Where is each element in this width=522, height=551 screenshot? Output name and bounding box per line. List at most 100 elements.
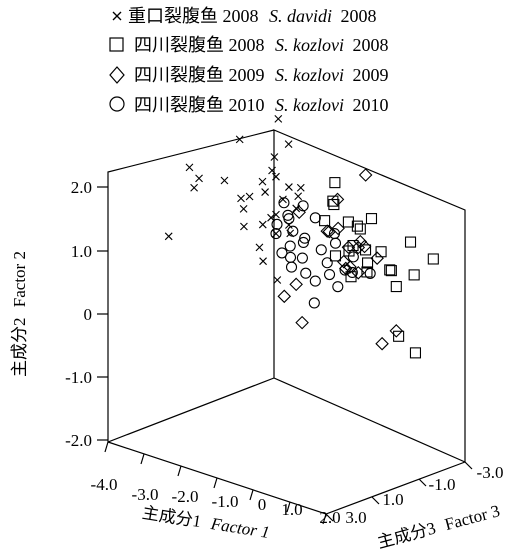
z-axis-title-en: Factor 3: [443, 501, 502, 534]
data-point-diamond-marker: [370, 251, 384, 265]
data-point-square-marker: [409, 347, 422, 359]
data-point-x-marker: [190, 183, 198, 192]
legend-entry-kozlovi-2010: 四川裂腹鱼 2010 S. kozlovi 2010: [109, 95, 389, 115]
data-point-diamond-marker: [277, 289, 292, 304]
data-point-circle-marker: [297, 200, 309, 212]
legend-entry-kozlovi-2009: 四川裂腹鱼 2009 S. kozlovi 2009: [109, 65, 389, 85]
data-point-diamond-marker: [295, 315, 309, 330]
data-point-square-marker: [359, 244, 372, 256]
data-point-circle-marker: [323, 268, 336, 281]
z-axis-title-cn: 主成分3: [375, 518, 437, 551]
x-tick-mark: [322, 513, 327, 525]
x-tick-label: -1.0: [212, 492, 239, 511]
legend-label-sci: S. kozlovi: [275, 65, 344, 85]
legend-label-cn: 重口裂腹鱼 2008: [128, 6, 259, 26]
data-point-circle-marker: [284, 240, 296, 252]
data-point-x-marker: [185, 163, 194, 172]
data-points: [164, 115, 439, 359]
data-point-circle-marker: [297, 236, 309, 249]
data-point-circle-marker: [276, 247, 288, 259]
x-axis: -4.0 -3.0 -2.0 -1.0 0 1.0 2.0 主成分1 Facto…: [91, 441, 341, 542]
data-point-x-marker: [279, 195, 287, 204]
legend-marker-square: [109, 37, 124, 52]
legend-label-sci: S. kozlovi: [275, 35, 344, 55]
data-point-square-marker: [408, 269, 420, 281]
z-tick-mark: [418, 478, 427, 487]
data-point-circle-marker: [308, 297, 320, 309]
y-tick-label: 1.0: [71, 242, 92, 261]
y-tick-label: 0: [84, 305, 93, 324]
x-tick-mark: [249, 489, 254, 501]
y-tick-label: -1.0: [65, 368, 92, 387]
data-point-circle-marker: [287, 225, 299, 237]
z-tick-label: -3.0: [477, 463, 504, 482]
svg-text:四川裂腹鱼 2010 S. kozlovi: 四川裂腹鱼 2010 S. kozlovi 2010: [134, 95, 389, 115]
data-point-square-marker: [393, 330, 405, 342]
data-point-square-marker: [404, 236, 417, 248]
data-point-square-marker: [384, 264, 396, 276]
z-tick-mark: [325, 513, 334, 522]
data-point-circle-marker: [296, 252, 308, 264]
data-point-circle-marker: [300, 267, 312, 279]
x-tick-mark: [286, 501, 291, 513]
data-point-x-marker: [255, 243, 264, 252]
z-tick-label: -1.0: [429, 475, 456, 494]
data-point-square-marker: [362, 257, 374, 269]
x-tick-mark: [177, 465, 182, 477]
data-point-square-marker: [427, 253, 439, 265]
data-point-diamond-marker: [375, 336, 389, 351]
data-point-circle-marker: [285, 261, 298, 273]
data-point-x-marker: [261, 188, 269, 196]
data-point-x-marker: [284, 140, 293, 148]
svg-text:四川裂腹鱼 2009 S. kozlovi: 四川裂腹鱼 2009 S. kozlovi 2009: [134, 65, 389, 85]
legend: 重口裂腹鱼 2008 S. davidi 2008 四川裂腹鱼 2008 S. …: [109, 6, 389, 115]
data-point-x-marker: [272, 229, 280, 238]
z-tick-mark: [464, 461, 473, 470]
data-point-diamond-marker: [336, 254, 351, 269]
data-point-x-marker: [164, 232, 173, 241]
data-point-x-marker: [268, 166, 276, 175]
data-point-x-marker: [272, 172, 280, 181]
legend-entry-davidi-2008: 重口裂腹鱼 2008 S. davidi 2008: [112, 6, 377, 26]
data-point-x-marker: [195, 174, 203, 183]
data-point-square-marker: [342, 216, 354, 228]
data-point-x-marker: [235, 135, 244, 144]
legend-label-year: 2008: [341, 6, 377, 26]
data-point-circle-marker: [284, 251, 297, 263]
x-tick-mark: [140, 453, 145, 465]
x-tick-label: -2.0: [172, 487, 199, 506]
x-tick-mark: [104, 441, 109, 453]
box-left-wall: [107, 129, 275, 443]
data-point-circle-marker: [328, 227, 341, 240]
legend-label-cn: 四川裂腹鱼 2009: [134, 65, 265, 85]
data-point-circle-marker: [347, 251, 359, 263]
data-point-diamond-marker: [389, 324, 404, 338]
data-point-square-marker: [375, 246, 387, 258]
legend-label-cn: 四川裂腹鱼 2008: [134, 35, 265, 55]
data-point-x-marker: [272, 210, 280, 219]
x-tick-mark: [213, 477, 218, 489]
y-tick-label: -2.0: [65, 431, 92, 450]
data-point-x-marker: [258, 220, 267, 229]
svg-text:四川裂腹鱼 2008 S. kozlovi: 四川裂腹鱼 2008 S. kozlovi 2008: [134, 35, 389, 55]
data-point-square-marker: [385, 265, 397, 277]
legend-label-year: 2010: [353, 95, 389, 115]
svg-text:重口裂腹鱼 2008 S. davidi: 重口裂腹鱼 2008 S. davidi 2008: [128, 6, 377, 26]
y-tick-label: 2.0: [71, 178, 92, 197]
data-point-circle-marker: [270, 228, 282, 240]
data-point-diamond-marker: [330, 192, 345, 207]
data-point-diamond-marker: [357, 239, 372, 254]
data-point-x-marker: [294, 192, 303, 201]
x-tick-label: 1.0: [281, 500, 302, 519]
data-point-x-marker: [259, 257, 267, 266]
box-back-wall: [273, 129, 466, 463]
data-point-diamond-marker: [351, 240, 366, 255]
data-point-x-marker: [239, 204, 248, 213]
data-point-x-marker: [273, 276, 282, 284]
y-axis-title: 主成分2 Factor 2: [10, 251, 29, 377]
data-point-x-marker: [270, 153, 279, 161]
data-point-square-marker: [351, 220, 363, 232]
axis-box: [107, 129, 466, 515]
data-point-x-marker: [240, 222, 248, 231]
